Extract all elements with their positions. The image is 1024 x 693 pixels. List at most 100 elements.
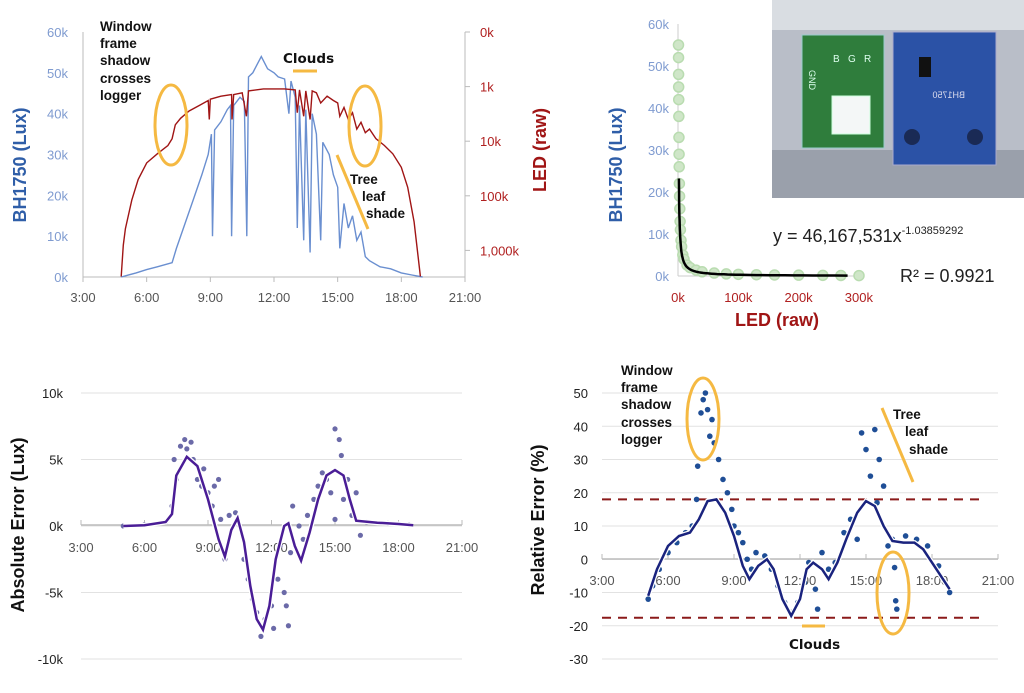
data-point [753, 549, 759, 556]
r-squared: R² = 0.9921 [900, 266, 995, 286]
data-point [336, 436, 342, 443]
data-point [841, 529, 847, 536]
annotation-line [880, 407, 915, 483]
y-axis-title: Relative Error (%) [528, 444, 548, 595]
data-point [672, 68, 685, 81]
x-tick-label: 12:00 [258, 290, 291, 305]
annotation-text: shadow [100, 53, 151, 68]
y-tick-label: 50 [574, 386, 588, 401]
highlight-ellipse [153, 83, 189, 167]
data-point [673, 110, 685, 123]
data-point [184, 446, 190, 452]
data-point [880, 483, 887, 489]
fit-line [677, 178, 848, 277]
y-tick-label: -10k [38, 652, 64, 667]
data-point [328, 490, 334, 496]
annotation-text: shade [366, 206, 406, 221]
data-point [892, 598, 899, 604]
x-tick-label: 300k [845, 290, 874, 305]
data-point [814, 606, 821, 612]
x-tick-label: 3:00 [68, 540, 93, 555]
x-tick-label: 21:00 [449, 290, 482, 305]
data-point [188, 439, 194, 445]
highlight-ellipse [685, 376, 721, 462]
data-point [729, 506, 735, 513]
data-point [867, 473, 874, 479]
data-point [357, 532, 363, 538]
data-point [724, 489, 731, 496]
y-tick-label: 30 [574, 453, 588, 468]
x-tick-label: 100k [724, 290, 753, 305]
x-tick-label: 6:00 [134, 290, 159, 305]
equation-text: y = 46,167,531x [773, 226, 902, 246]
x-tick-label: 200k [784, 290, 813, 305]
panel-lux-led-timeseries: 3:00 6:00 9:00 12:00 15:00 18:00 21:00 0k 10k 20k… [10, 19, 550, 305]
data-point [902, 533, 909, 539]
y-tick-label: 60k [648, 17, 669, 32]
y-tick-label: 10k [648, 227, 669, 242]
data-point [353, 490, 359, 496]
y-tick-label: 50k [648, 59, 669, 74]
data-point [232, 510, 239, 516]
y2-tick-label: 10k [480, 134, 501, 149]
data-point [698, 410, 704, 416]
data-point [673, 161, 685, 173]
data-point [672, 39, 685, 51]
data-point [819, 549, 825, 556]
y-tick-label: 20k [648, 185, 669, 200]
x-tick-label: 6:00 [655, 573, 680, 588]
y-tick-label: 40k [648, 101, 669, 116]
data-point [258, 633, 264, 639]
data-point [177, 443, 184, 449]
annotation-clouds: Clouds [789, 637, 840, 653]
y-tick-label: 20 [574, 486, 588, 501]
y-tick-label: -30 [569, 652, 588, 667]
annotation-text: shadow [621, 397, 672, 412]
x-tick-label: 18:00 [382, 540, 415, 555]
data-point [720, 476, 726, 483]
data-point [275, 576, 281, 582]
x-tick-label: 21:00 [446, 540, 479, 555]
y-tick-label: 0k [655, 269, 669, 284]
photo-label: G [848, 54, 856, 65]
x-tick-label: 15:00 [319, 540, 352, 555]
annotation-text: crosses [100, 71, 151, 86]
data-point [740, 539, 746, 546]
data-point [182, 436, 188, 443]
y2-tick-label: 1k [480, 80, 494, 95]
data-point [300, 536, 306, 542]
x-tick-label: 15:00 [850, 573, 883, 588]
annotation-text: leaf [905, 424, 929, 439]
data-point [171, 456, 177, 463]
series-line-led [120, 88, 422, 277]
annotation-text: Window [100, 19, 152, 34]
highlight-ellipse [347, 84, 383, 168]
data-point [863, 446, 869, 453]
panel-calibration-scatter: GND B G R BH1750 0k 100k 200k 300k 0k 10k 20k 3… [606, 0, 1024, 330]
photo-label: R [864, 54, 871, 65]
data-point [700, 396, 706, 403]
annotation-text: logger [621, 432, 663, 447]
annotation-text: Window [621, 363, 673, 378]
x-tick-label: 21:00 [982, 573, 1015, 588]
data-point [812, 586, 819, 592]
y-tick-label: 40k [47, 107, 68, 122]
y-axis-title: BH1750 (Lux) [606, 107, 626, 222]
y-tick-label: 20k [47, 188, 68, 203]
data-point [715, 456, 722, 463]
x-tick-label: 18:00 [385, 290, 418, 305]
annotation-clouds: Clouds [283, 51, 334, 67]
data-point [285, 623, 292, 629]
x-axis-title: LED (raw) [735, 310, 819, 330]
data-point [744, 556, 750, 563]
data-point [215, 476, 222, 483]
y-tick-label: 5k [49, 453, 63, 468]
sensor-photo: GND B G R BH1750 [772, 0, 1024, 198]
data-point [825, 566, 832, 573]
annotation-text: frame [621, 380, 658, 395]
y-axis-title: Absolute Error (Lux) [8, 437, 28, 612]
x-tick-label: 3:00 [589, 573, 614, 588]
data-point [885, 543, 891, 549]
data-point [876, 456, 882, 463]
